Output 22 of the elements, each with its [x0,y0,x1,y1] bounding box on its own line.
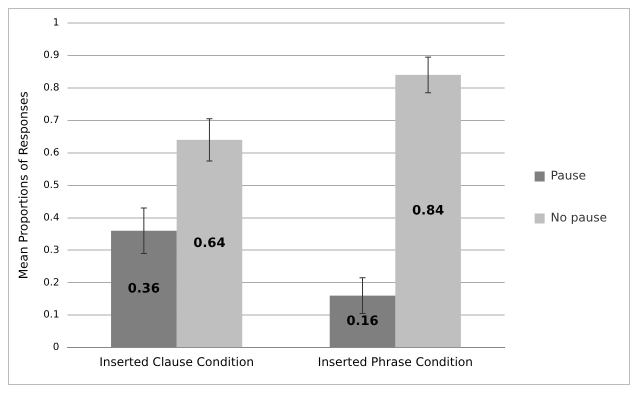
y-tick-label: 0.7 [43,114,60,126]
x-tick-label: Inserted Clause Condition [99,354,254,369]
y-tick-label: 0.2 [43,277,60,288]
data-label: 0.84 [412,204,444,219]
y-tick-label: 0 [52,342,60,354]
y-tick-label: 0.1 [43,310,60,321]
y-tick-label: 0.5 [43,180,60,191]
y-tick-label: 0.4 [43,212,60,224]
y-tick-label: 0.8 [43,82,60,94]
data-label: 0.64 [193,236,226,252]
x-tick-label: Inserted Phrase Condition [318,354,473,369]
y-tick-label: 0.9 [43,50,60,62]
data-label: 0.36 [128,282,160,297]
bar [176,140,242,348]
bar [395,74,461,348]
data-label: 0.16 [346,314,379,330]
legend-label: No pause [550,210,607,225]
y-tick-label: 1 [52,18,60,29]
legend-label: Pause [550,168,586,183]
y-tick-label: 0.6 [43,147,60,158]
y-axis-title: Mean Proportions of Responses [16,91,30,280]
y-tick-label: 0.3 [43,244,60,256]
